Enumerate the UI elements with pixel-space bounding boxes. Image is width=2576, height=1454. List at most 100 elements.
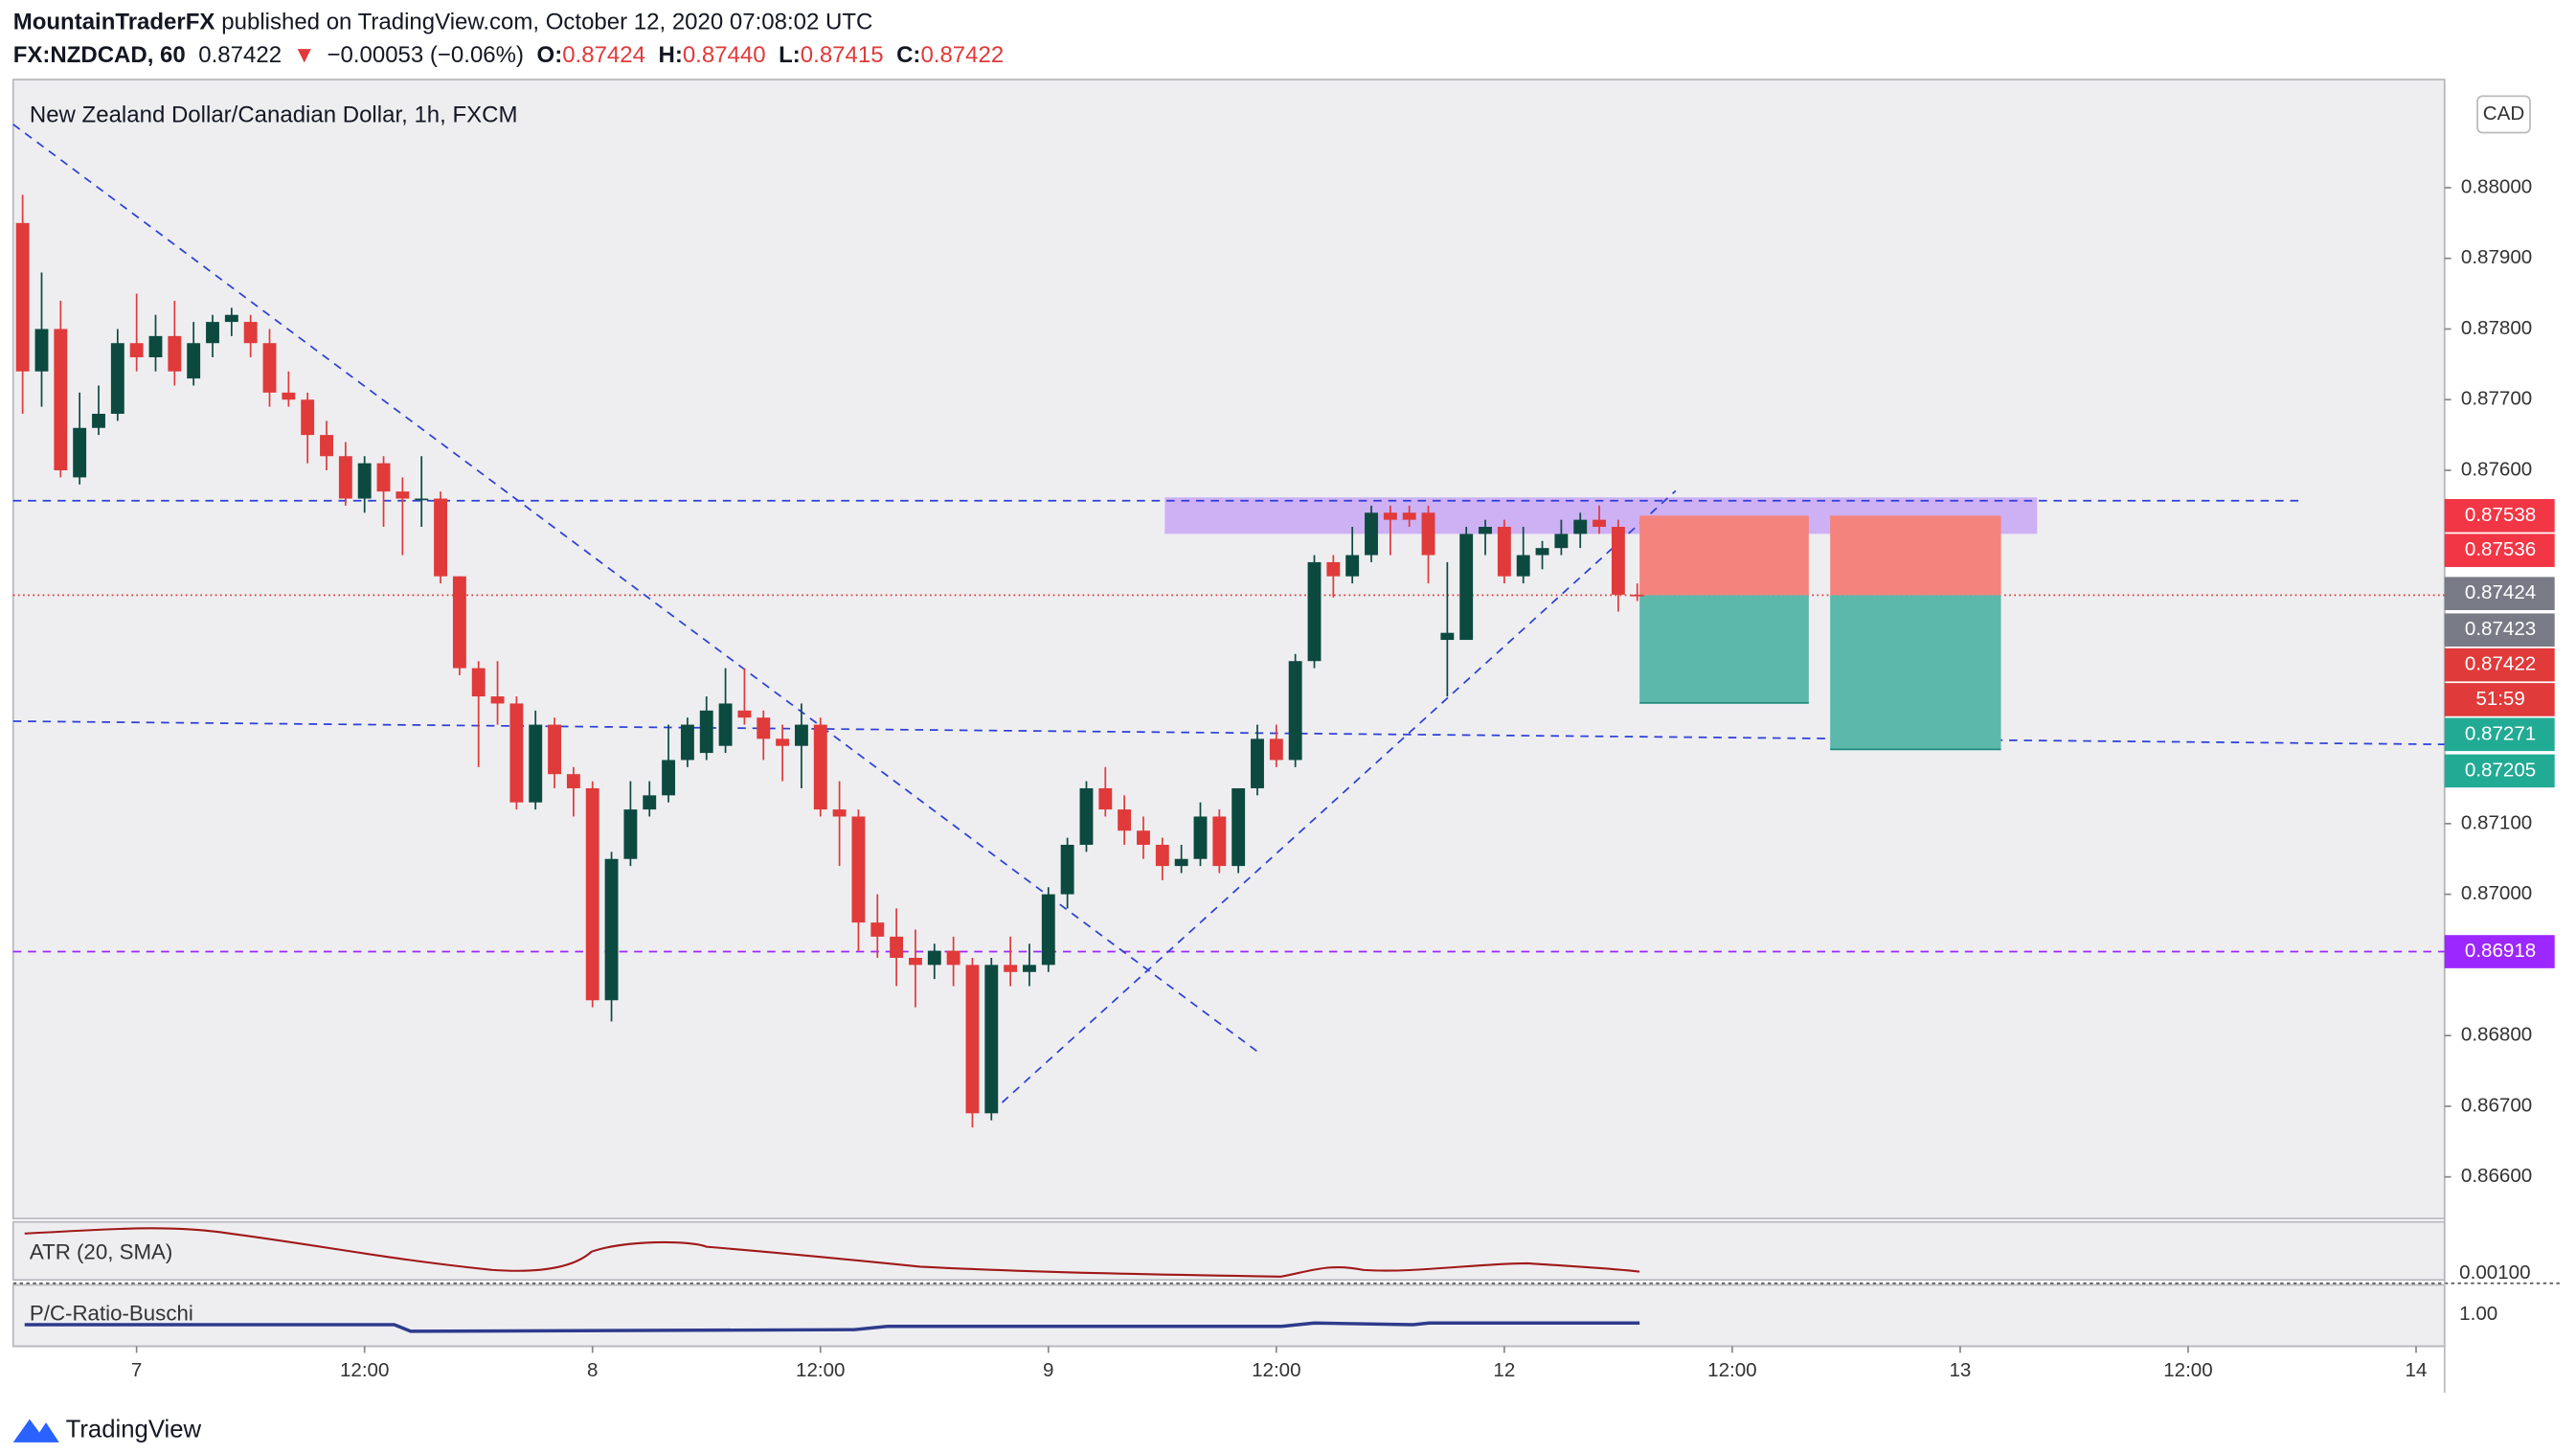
candle-body xyxy=(909,958,922,966)
candle-body xyxy=(1516,555,1530,577)
main-pane xyxy=(11,79,2446,1220)
indicator-name: P/C-Ratio-Buschi xyxy=(30,1301,193,1325)
y-tick-label: 0.87800 xyxy=(2461,317,2532,339)
y-tick-label: 0.87000 xyxy=(2461,882,2532,904)
ohlc-value: 0.87424 xyxy=(562,42,645,68)
candle-body xyxy=(813,724,827,810)
candle-body xyxy=(566,774,580,788)
candle-body xyxy=(262,343,277,393)
price-tag xyxy=(2444,499,2555,533)
candle-body xyxy=(1611,527,1625,595)
candle-body xyxy=(623,809,638,859)
target-zone xyxy=(1830,595,2001,750)
candle-body xyxy=(1155,844,1169,867)
currency-button[interactable] xyxy=(2476,95,2531,134)
candle-body xyxy=(1479,527,1492,534)
change-arrow: ▼ xyxy=(293,42,316,68)
atr-pane xyxy=(11,1220,2446,1282)
candle-body xyxy=(1307,561,1322,662)
publisher: MountainTraderFX published on TradingView… xyxy=(13,10,873,35)
y-tick-label: 0.87900 xyxy=(2461,246,2532,268)
candle-body xyxy=(984,965,999,1114)
candle-body xyxy=(206,322,219,344)
currency[interactable]: CAD xyxy=(2483,102,2524,125)
price-tag-label: 0.87205 xyxy=(2465,759,2536,781)
candle-body xyxy=(73,427,87,478)
symbol: FX:NZDCAD, 60 xyxy=(13,42,186,68)
candle-body xyxy=(1497,527,1511,577)
candle-body xyxy=(490,696,505,704)
candle-body xyxy=(129,343,144,357)
candle-body xyxy=(662,760,676,796)
x-tick-label: 12:00 xyxy=(1707,1359,1756,1381)
candle-body xyxy=(643,795,657,810)
price-tag xyxy=(2444,534,2555,567)
candle-body xyxy=(832,809,847,817)
candle-body xyxy=(1193,816,1208,859)
price-tag xyxy=(2444,754,2555,788)
brand-name: TradingView xyxy=(66,1417,202,1443)
candle-body xyxy=(737,710,752,718)
x-tick-label: 14 xyxy=(2406,1359,2428,1381)
candle-body xyxy=(718,703,733,746)
price-tag xyxy=(2444,717,2555,752)
candle-body xyxy=(224,314,238,323)
atr-line xyxy=(24,1227,1640,1278)
candle-body xyxy=(1326,561,1341,577)
candle-body xyxy=(1269,738,1283,761)
y-tick-label: 0.86600 xyxy=(2461,1165,2532,1187)
candle-body xyxy=(54,329,68,471)
x-tick-label: 12 xyxy=(1493,1359,1515,1381)
candle-body xyxy=(776,738,790,746)
candle-body xyxy=(529,724,543,803)
x-tick-label: 12:00 xyxy=(796,1359,845,1381)
candle-body xyxy=(699,710,713,754)
candle-body xyxy=(585,787,599,1001)
ohlc-key: H: xyxy=(659,42,683,68)
candle-body xyxy=(301,399,315,436)
price-tag xyxy=(2444,683,2555,716)
x-tick-label: 13 xyxy=(1949,1359,1971,1381)
x-tick-label: 12:00 xyxy=(1252,1359,1300,1381)
candle-body xyxy=(890,936,904,959)
candle-body xyxy=(1098,787,1113,810)
candle-body xyxy=(1118,809,1132,831)
stop-zone xyxy=(1639,515,1809,596)
candle-body xyxy=(92,414,105,428)
brand: TradingView xyxy=(12,1417,202,1443)
candle-body xyxy=(548,724,561,775)
candle-body xyxy=(415,498,429,501)
last-price: 0.87422 xyxy=(198,42,282,68)
price-tag xyxy=(2444,577,2555,610)
stop-zone xyxy=(1830,515,2001,596)
candle-body xyxy=(946,950,960,966)
price-tag-label: 0.86918 xyxy=(2465,940,2536,962)
candle-body xyxy=(851,816,866,923)
candle-body xyxy=(1573,519,1588,534)
candle-body xyxy=(1459,534,1474,641)
symbol-line: FX:NZDCAD, 60 0.87422 ▼ −0.00053 (−0.06%… xyxy=(13,42,1004,68)
price-tag-label: 0.87538 xyxy=(2465,504,2536,526)
price-tag xyxy=(2444,613,2555,647)
x-tick-label: 9 xyxy=(1043,1359,1053,1381)
candle-body xyxy=(1212,816,1227,867)
candle-body xyxy=(1079,787,1094,845)
candle-body xyxy=(1023,965,1036,972)
candle-body xyxy=(1593,519,1606,528)
price-tag-label: 0.87536 xyxy=(2465,538,2536,560)
h-line xyxy=(12,720,2445,746)
candle-body xyxy=(680,724,694,761)
ohlc-value: 0.87440 xyxy=(683,42,766,68)
candle-body xyxy=(1440,632,1455,641)
candle-body xyxy=(320,435,333,457)
published-info: published on TradingView.com, October 12… xyxy=(221,10,872,35)
candle-body xyxy=(757,717,771,739)
candle-body xyxy=(1232,787,1246,867)
candle-body xyxy=(794,724,808,746)
candle-body xyxy=(434,498,447,577)
price-tag-label: 51:59 xyxy=(2475,688,2524,710)
candle-body xyxy=(243,322,258,344)
candle-body xyxy=(282,392,296,400)
y-tick-label: 0.86800 xyxy=(2461,1024,2532,1046)
candle-body xyxy=(509,703,524,803)
